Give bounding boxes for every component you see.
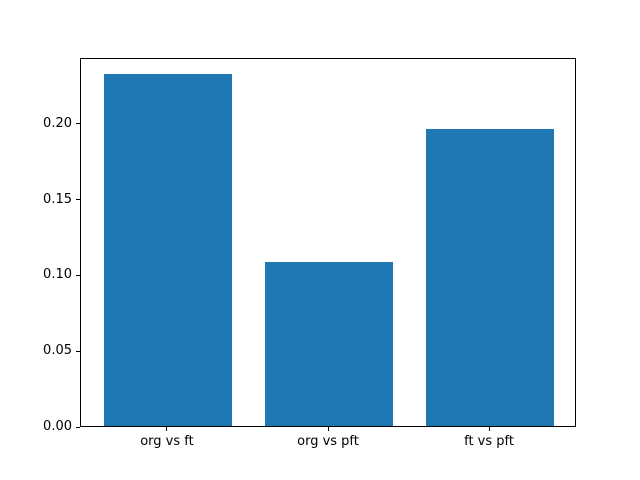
bar-org-vs-ft bbox=[103, 74, 233, 427]
y-tick-label: 0.00 bbox=[43, 419, 72, 435]
plot-area bbox=[80, 57, 576, 428]
y-tick-label: 0.20 bbox=[43, 115, 72, 131]
x-tick-mark bbox=[327, 427, 329, 432]
y-tick-label: 0.10 bbox=[43, 267, 72, 283]
x-tick-label: ft vs pft bbox=[464, 434, 514, 450]
y-tick-mark bbox=[76, 426, 80, 428]
x-tick-label: org vs pft bbox=[297, 434, 359, 450]
bar-org-vs-pft bbox=[264, 262, 394, 427]
bar-ft-vs-pft bbox=[425, 128, 555, 427]
x-tick-mark bbox=[166, 427, 168, 432]
x-tick-mark bbox=[488, 427, 490, 432]
y-tick-mark bbox=[76, 274, 80, 276]
y-tick-label: 0.05 bbox=[43, 343, 72, 359]
y-tick-mark bbox=[76, 199, 80, 201]
x-tick-label: org vs ft bbox=[140, 434, 194, 450]
y-tick-mark bbox=[76, 123, 80, 125]
y-tick-mark bbox=[76, 350, 80, 352]
y-tick-label: 0.15 bbox=[43, 191, 72, 207]
